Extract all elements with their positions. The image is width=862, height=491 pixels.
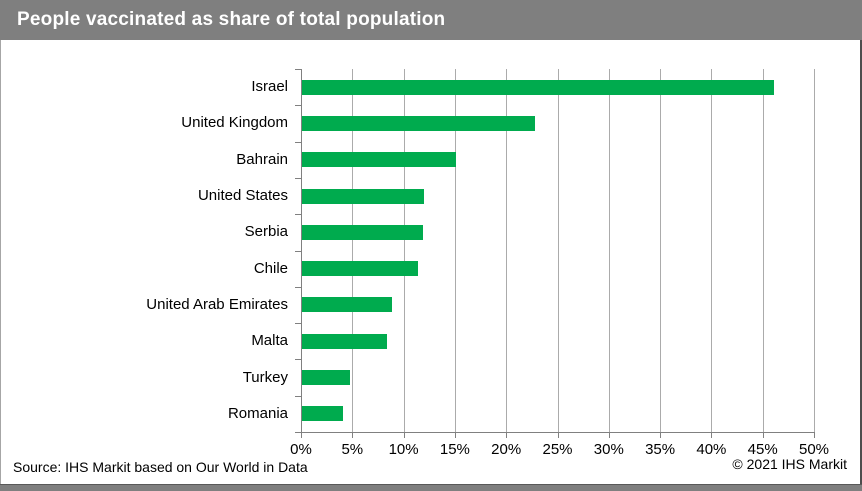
gridline <box>506 69 508 432</box>
bar-united-arab-emirates <box>302 297 393 313</box>
bar-serbia <box>302 224 424 240</box>
x-tick-label: 50% <box>798 441 830 458</box>
gridline <box>557 69 559 432</box>
bar-turkey <box>302 370 351 386</box>
x-tick-label: 30% <box>593 441 624 458</box>
y-axis-tick <box>295 105 301 107</box>
x-axis-tick <box>403 432 405 438</box>
gridline <box>660 69 662 432</box>
y-axis-line <box>301 69 302 433</box>
bar-chile <box>302 261 418 277</box>
category-label-serbia: Serbia <box>244 223 288 241</box>
x-tick-label: 5% <box>341 441 364 458</box>
x-axis-tick <box>454 432 456 438</box>
x-axis-tick <box>506 432 508 438</box>
bar-united-kingdom <box>302 115 535 131</box>
x-tick-label: 25% <box>542 441 573 458</box>
x-axis-tick <box>711 432 713 438</box>
bottom-strip <box>0 484 862 491</box>
x-tick-label: 10% <box>388 441 419 458</box>
y-axis-tick <box>295 250 301 252</box>
x-tick-label: 45% <box>747 441 778 458</box>
y-axis-tick <box>295 69 301 70</box>
x-tick-label: 15% <box>439 441 470 458</box>
x-axis-tick <box>608 432 610 438</box>
gridline <box>403 69 405 432</box>
x-axis-tick <box>352 432 354 438</box>
copyright-note: © 2021 IHS Markit <box>732 456 847 472</box>
category-label-united-kingdom: United Kingdom <box>181 114 288 132</box>
x-axis-tick <box>814 432 815 438</box>
y-axis-tick <box>295 359 301 361</box>
gridline <box>762 69 764 432</box>
bar-malta <box>302 333 388 349</box>
category-label-chile: Chile <box>253 259 288 277</box>
bar-bahrain <box>302 152 456 168</box>
chart-body <box>0 40 862 484</box>
category-label-turkey: Turkey <box>242 368 288 386</box>
chart-title-bar: People vaccinated as share of total popu… <box>0 0 862 40</box>
gridline <box>608 69 610 432</box>
x-tick-label: 0% <box>290 441 312 458</box>
source-note: Source: IHS Markit based on Our World in… <box>13 459 308 475</box>
y-axis-tick <box>295 286 301 288</box>
gridline <box>814 69 815 432</box>
category-label-malta: Malta <box>251 332 288 350</box>
category-label-united-states: United States <box>197 187 288 205</box>
y-axis-tick <box>295 214 301 216</box>
x-axis-tick <box>762 432 764 438</box>
category-label-israel: Israel <box>251 78 288 96</box>
x-tick-label: 35% <box>645 441 676 458</box>
category-label-united-arab-emirates: United Arab Emirates <box>146 295 288 313</box>
bar-united-states <box>302 188 425 204</box>
bar-israel <box>302 79 774 95</box>
y-axis-tick <box>295 395 301 397</box>
y-axis-tick <box>295 177 301 179</box>
y-axis-tick <box>295 323 301 325</box>
x-axis-tick <box>557 432 559 438</box>
gridline <box>454 69 456 432</box>
gridline <box>352 69 354 432</box>
category-label-bahrain: Bahrain <box>236 150 288 168</box>
x-axis-tick <box>301 432 302 438</box>
gridline <box>711 69 713 432</box>
chart-title: People vaccinated as share of total popu… <box>17 9 446 30</box>
x-axis-tick <box>660 432 662 438</box>
y-axis-tick <box>295 141 301 143</box>
x-tick-label: 20% <box>491 441 522 458</box>
category-label-romania: Romania <box>227 404 288 422</box>
x-tick-label: 40% <box>696 441 727 458</box>
y-axis-tick <box>295 432 301 433</box>
bar-romania <box>302 406 344 422</box>
